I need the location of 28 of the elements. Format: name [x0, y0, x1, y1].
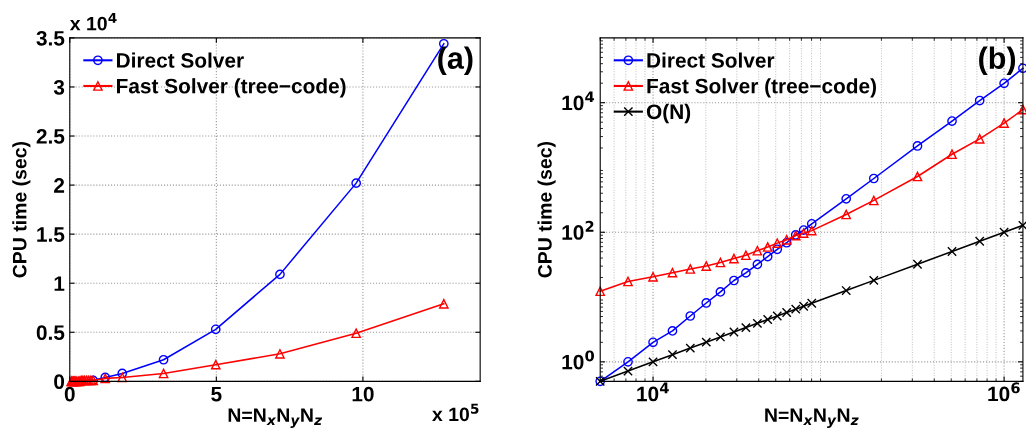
legend-label: O(N) — [646, 103, 691, 124]
x-tick-label: 10$^{4}$ — [637, 382, 669, 402]
y-tick-label: 0.5 — [36, 325, 65, 341]
y-tick-label: 3 — [53, 79, 65, 95]
y-tick-label: 2 — [54, 178, 65, 193]
y-tick-label: 10$^{0}$ — [562, 350, 594, 370]
legend-label: Direct Solver — [116, 52, 244, 68]
y-tick-label: 1.5 — [37, 227, 65, 242]
x-tick-label: 10$^{6}$ — [988, 382, 1020, 402]
annotation: (a) — [438, 46, 473, 75]
legend-label: Fast Solver (tree−code) — [116, 78, 346, 98]
x-tick-label: 5 — [211, 386, 222, 402]
text: x 10$^{4}$ — [69, 12, 117, 31]
x-axis-title: N=N$_{x}$N$_{y}$N$_{z}$ — [228, 408, 323, 428]
x-axis-title: N=N$_{x}$N$_{y}$N$_{z}$ — [765, 408, 859, 428]
x-tick-label: 0 — [64, 386, 75, 402]
y-tick-label: 3.5 — [36, 30, 65, 46]
y-axis-title: CPU time (sec) — [537, 141, 556, 278]
y-tick-label: 2.5 — [36, 129, 65, 144]
text: x 10$^{5}$ — [432, 403, 479, 422]
y-axis-title: CPU time (sec) — [12, 141, 31, 278]
legend-label: Fast Solver (tree−code) — [647, 78, 876, 98]
y-tick-label: 1 — [54, 276, 65, 291]
x-tick-label: 10 — [352, 386, 374, 402]
y-tick-label: 10$^{4}$ — [562, 91, 595, 111]
annotation: (b) — [979, 46, 1016, 75]
legend-label: Direct Solver — [647, 52, 775, 68]
y-tick-label: 10$^{2}$ — [562, 220, 594, 240]
